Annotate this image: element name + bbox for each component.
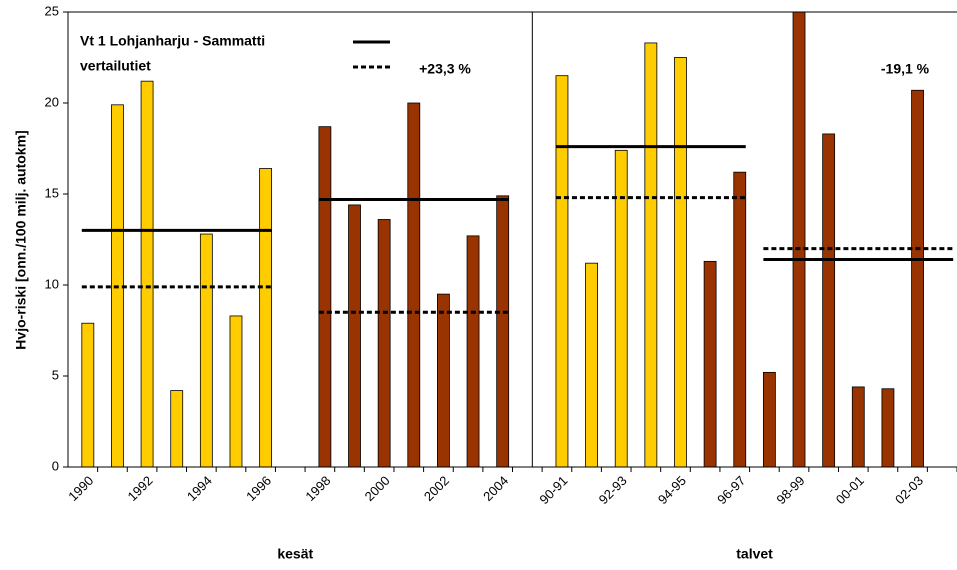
bar xyxy=(437,293,450,468)
bar xyxy=(377,219,391,468)
bar xyxy=(81,322,95,468)
bar xyxy=(496,195,510,468)
bar xyxy=(555,75,569,468)
group-label: talvet xyxy=(736,546,773,562)
bar xyxy=(259,168,273,468)
annotation: -19,1 % xyxy=(881,61,930,77)
bar xyxy=(170,390,184,468)
bar xyxy=(407,102,421,468)
bar xyxy=(881,388,895,468)
x-tick-label: 92-93 xyxy=(596,473,630,507)
bar xyxy=(762,371,776,468)
y-axis-label: Hvjo-riski [onn./100 milj. autokm] xyxy=(13,130,29,349)
legend-label: vertailutiet xyxy=(80,58,151,74)
y-tick-label: 15 xyxy=(45,185,59,200)
x-tick-label: 96-97 xyxy=(714,473,748,507)
bars xyxy=(81,12,924,468)
annotation: +23,3 % xyxy=(419,61,471,77)
bar xyxy=(644,42,658,468)
bar xyxy=(703,260,717,468)
x-tick-label: 1994 xyxy=(184,473,215,504)
bar xyxy=(911,89,924,468)
x-tick-label: 1998 xyxy=(302,473,333,504)
bar xyxy=(140,80,154,468)
x-tick-label: 2000 xyxy=(362,473,393,504)
x-tick-label: 1992 xyxy=(125,473,156,504)
bar xyxy=(674,57,687,468)
bar xyxy=(348,204,361,468)
x-tick-label: 2004 xyxy=(480,473,511,504)
y-tick-label: 20 xyxy=(45,94,59,109)
y-tick-label: 10 xyxy=(45,276,59,291)
y-tick-label: 5 xyxy=(52,367,59,382)
x-tick-label: 1996 xyxy=(243,473,274,504)
bar xyxy=(733,171,747,468)
y-tick-label: 0 xyxy=(52,458,59,473)
x-tick-label: 00-01 xyxy=(833,473,867,507)
bar xyxy=(318,126,332,468)
bar xyxy=(851,386,865,468)
x-tick-label: 90-91 xyxy=(536,473,570,507)
x-tick-label: 02-03 xyxy=(892,473,926,507)
bar xyxy=(585,262,598,468)
bar xyxy=(466,235,480,468)
x-tick-label: 1990 xyxy=(65,473,96,504)
bar xyxy=(199,233,213,468)
bar xyxy=(822,133,836,468)
x-tick-label: 94-95 xyxy=(655,473,689,507)
group-label: kesät xyxy=(277,546,313,562)
x-tick-label: 2002 xyxy=(421,473,452,504)
x-tick-label: 98-99 xyxy=(773,473,807,507)
legend-label: Vt 1 Lohjanharju - Sammatti xyxy=(80,33,265,49)
bar xyxy=(792,12,806,468)
bar xyxy=(229,315,243,468)
y-tick-label: 25 xyxy=(45,3,59,18)
